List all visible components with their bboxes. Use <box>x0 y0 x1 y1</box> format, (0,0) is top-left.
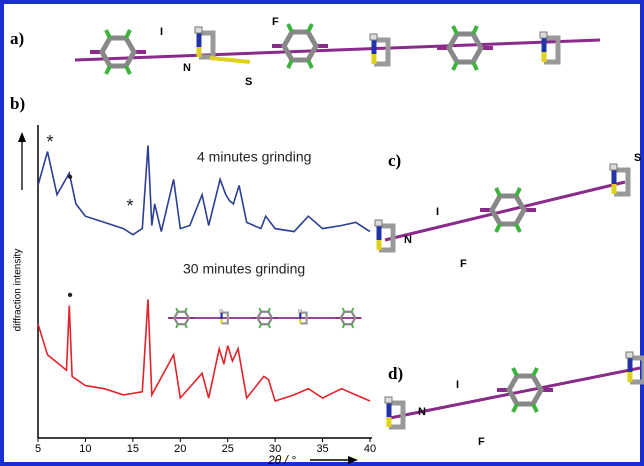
atom-label: N <box>418 406 426 418</box>
panel-label: b) <box>10 94 25 113</box>
series-line <box>37 145 371 236</box>
annotation: * <box>46 132 53 152</box>
x-tick-label: 40 <box>364 443 376 455</box>
atom-label: N <box>404 234 412 246</box>
x-tick-label: 15 <box>127 443 139 455</box>
series-line <box>37 299 371 403</box>
atom-label: N <box>183 62 191 74</box>
panel-label: c) <box>388 151 401 170</box>
y-axis-label: diffraction intensity <box>13 249 24 332</box>
annotation: 4 minutes grinding <box>197 149 311 165</box>
annotation: * <box>126 196 133 216</box>
annotation: • <box>67 169 73 186</box>
molecule-d <box>385 352 644 427</box>
annotation: • <box>67 287 73 304</box>
x-tick-label: 10 <box>79 443 91 455</box>
x-tick-label: 25 <box>222 443 234 455</box>
x-tick-label: 5 <box>35 443 41 455</box>
annotation: 30 minutes grinding <box>183 261 305 277</box>
atom-label: I <box>436 206 439 218</box>
atom-label: F <box>478 436 485 448</box>
inset-molecule <box>167 306 362 330</box>
molecule-c <box>375 164 628 250</box>
molecule-a <box>74 24 601 74</box>
chart-axes <box>18 125 372 464</box>
x-tick-label: 30 <box>269 443 281 455</box>
atom-label: S <box>634 152 641 164</box>
atom-label: I <box>456 379 459 391</box>
x-tick-label: 35 <box>316 443 328 455</box>
panel-label: a) <box>10 29 24 48</box>
atom-label: F <box>460 258 467 270</box>
x-axis-label: 2θ / ° <box>267 453 296 466</box>
x-tick-label: 20 <box>174 443 186 455</box>
atom-label: F <box>272 16 279 28</box>
atom-label: I <box>160 26 163 38</box>
atom-label: S <box>245 76 252 88</box>
panel-label: d) <box>388 364 403 383</box>
